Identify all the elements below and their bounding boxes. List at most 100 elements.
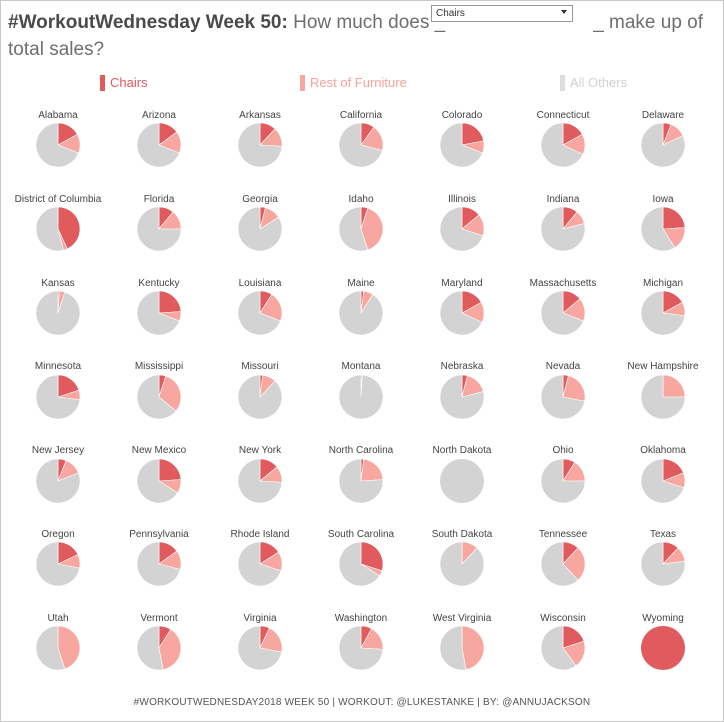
pie-north-dakota[interactable] xyxy=(440,459,484,503)
pie-arizona[interactable] xyxy=(136,122,182,168)
pie-slice-all-others[interactable] xyxy=(640,374,686,420)
pie-idaho[interactable] xyxy=(338,206,384,252)
pie-delaware[interactable] xyxy=(640,122,686,168)
pie-nevada[interactable] xyxy=(540,374,586,420)
pie-slice-all-others[interactable] xyxy=(439,625,467,671)
pie-slice-all-others[interactable] xyxy=(35,458,81,504)
pie-slice-all-others[interactable] xyxy=(35,374,81,420)
category-dropdown[interactable]: Chairs xyxy=(431,5,573,22)
pie-wyoming[interactable] xyxy=(641,626,685,670)
pie-indiana[interactable] xyxy=(540,206,586,252)
pie-new-york[interactable] xyxy=(237,458,283,504)
pie-slice-chairs[interactable] xyxy=(158,290,182,314)
pie-slice-all-others[interactable] xyxy=(439,206,484,252)
pie-oklahoma[interactable] xyxy=(640,458,686,504)
pie-mississippi[interactable] xyxy=(136,374,182,420)
pie-new-jersey[interactable] xyxy=(35,458,81,504)
pie-slice-all-others[interactable] xyxy=(540,290,584,336)
pie-slice-all-others[interactable] xyxy=(338,374,384,420)
pie-slice-all-others[interactable] xyxy=(35,290,81,336)
pie-slice-chairs[interactable] xyxy=(360,541,384,572)
pie-slice-all-others[interactable] xyxy=(640,206,676,252)
pie-slice-chairs[interactable] xyxy=(158,458,182,482)
pie-slice-all-others[interactable] xyxy=(439,290,483,336)
pie-slice-all-others[interactable] xyxy=(540,541,579,587)
pie-texas[interactable] xyxy=(640,541,686,587)
pie-slice-all-others[interactable] xyxy=(338,122,383,168)
pie-slice-all-others[interactable] xyxy=(136,206,182,252)
pie-arkansas[interactable] xyxy=(237,122,283,168)
pie-district-of-columbia[interactable] xyxy=(35,206,81,252)
pie-washington[interactable] xyxy=(338,625,384,671)
pie-slice-rest-of-furniture[interactable] xyxy=(57,625,81,670)
pie-slice-all-others[interactable] xyxy=(35,625,66,671)
pie-slice-all-others[interactable] xyxy=(440,459,484,503)
pie-kentucky[interactable] xyxy=(136,290,182,336)
pie-slice-chairs[interactable] xyxy=(57,206,81,250)
pie-slice-all-others[interactable] xyxy=(439,122,483,168)
pie-missouri[interactable] xyxy=(237,374,283,420)
pie-west-virginia[interactable] xyxy=(439,625,485,671)
pie-slice-all-others[interactable] xyxy=(136,374,177,420)
pie-slice-all-others[interactable] xyxy=(237,290,281,336)
pie-alabama[interactable] xyxy=(35,122,81,168)
pie-slice-all-others[interactable] xyxy=(35,541,80,587)
pie-montana[interactable] xyxy=(338,374,384,420)
pie-slice-rest-of-furniture[interactable] xyxy=(562,375,586,402)
pie-slice-all-others[interactable] xyxy=(237,122,283,168)
pie-slice-chairs[interactable] xyxy=(641,626,685,670)
pie-kansas[interactable] xyxy=(35,290,81,336)
pie-slice-all-others[interactable] xyxy=(338,541,380,587)
pie-colorado[interactable] xyxy=(439,122,485,168)
pie-slice-chairs[interactable] xyxy=(662,206,686,230)
pie-louisiana[interactable] xyxy=(237,290,283,336)
pie-slice-all-others[interactable] xyxy=(136,122,180,168)
pie-slice-all-others[interactable] xyxy=(640,290,686,336)
pie-slice-all-others[interactable] xyxy=(439,374,485,420)
pie-slice-all-others[interactable] xyxy=(640,122,686,168)
pie-new-mexico[interactable] xyxy=(136,458,182,504)
pie-slice-all-others[interactable] xyxy=(540,625,577,671)
pie-slice-all-others[interactable] xyxy=(136,625,164,671)
pie-slice-all-others[interactable] xyxy=(35,122,79,168)
pie-virginia[interactable] xyxy=(237,625,283,671)
pie-florida[interactable] xyxy=(136,206,182,252)
pie-michigan[interactable] xyxy=(640,290,686,336)
pie-california[interactable] xyxy=(338,122,384,168)
pie-ohio[interactable] xyxy=(540,458,586,504)
pie-north-carolina[interactable] xyxy=(338,458,384,504)
pie-pennsylvania[interactable] xyxy=(136,541,182,587)
pie-slice-all-others[interactable] xyxy=(338,206,369,252)
pie-slice-all-others[interactable] xyxy=(439,541,485,587)
pie-rhode-island[interactable] xyxy=(237,541,283,587)
pie-iowa[interactable] xyxy=(640,206,686,252)
pie-slice-rest-of-furniture[interactable] xyxy=(158,629,182,670)
pie-slice-all-others[interactable] xyxy=(640,458,685,504)
pie-slice-all-others[interactable] xyxy=(237,458,283,504)
pie-slice-rest-of-furniture[interactable] xyxy=(662,374,686,398)
pie-maine[interactable] xyxy=(338,290,384,336)
pie-utah[interactable] xyxy=(35,625,81,671)
pie-slice-rest-of-furniture[interactable] xyxy=(461,625,485,670)
pie-slice-all-others[interactable] xyxy=(136,290,180,336)
pie-slice-rest-of-furniture[interactable] xyxy=(158,375,182,412)
pie-slice-all-others[interactable] xyxy=(237,374,283,420)
pie-slice-all-others[interactable] xyxy=(237,206,283,252)
pie-new-hampshire[interactable] xyxy=(640,374,686,420)
pie-connecticut[interactable] xyxy=(540,122,586,168)
pie-slice-all-others[interactable] xyxy=(136,541,181,587)
pie-south-dakota[interactable] xyxy=(439,541,485,587)
pie-slice-rest-of-furniture[interactable] xyxy=(562,547,586,581)
pie-wisconsin[interactable] xyxy=(540,625,586,671)
pie-slice-all-others[interactable] xyxy=(540,122,584,168)
pie-slice-all-others[interactable] xyxy=(237,625,282,671)
pie-oregon[interactable] xyxy=(35,541,81,587)
pie-minnesota[interactable] xyxy=(35,374,81,420)
pie-slice-all-others[interactable] xyxy=(35,206,64,252)
pie-slice-all-others[interactable] xyxy=(338,290,384,336)
pie-nebraska[interactable] xyxy=(439,374,485,420)
pie-maryland[interactable] xyxy=(439,290,485,336)
pie-slice-rest-of-furniture[interactable] xyxy=(360,458,384,482)
pie-slice-all-others[interactable] xyxy=(540,374,585,420)
pie-slice-all-others[interactable] xyxy=(540,458,586,504)
